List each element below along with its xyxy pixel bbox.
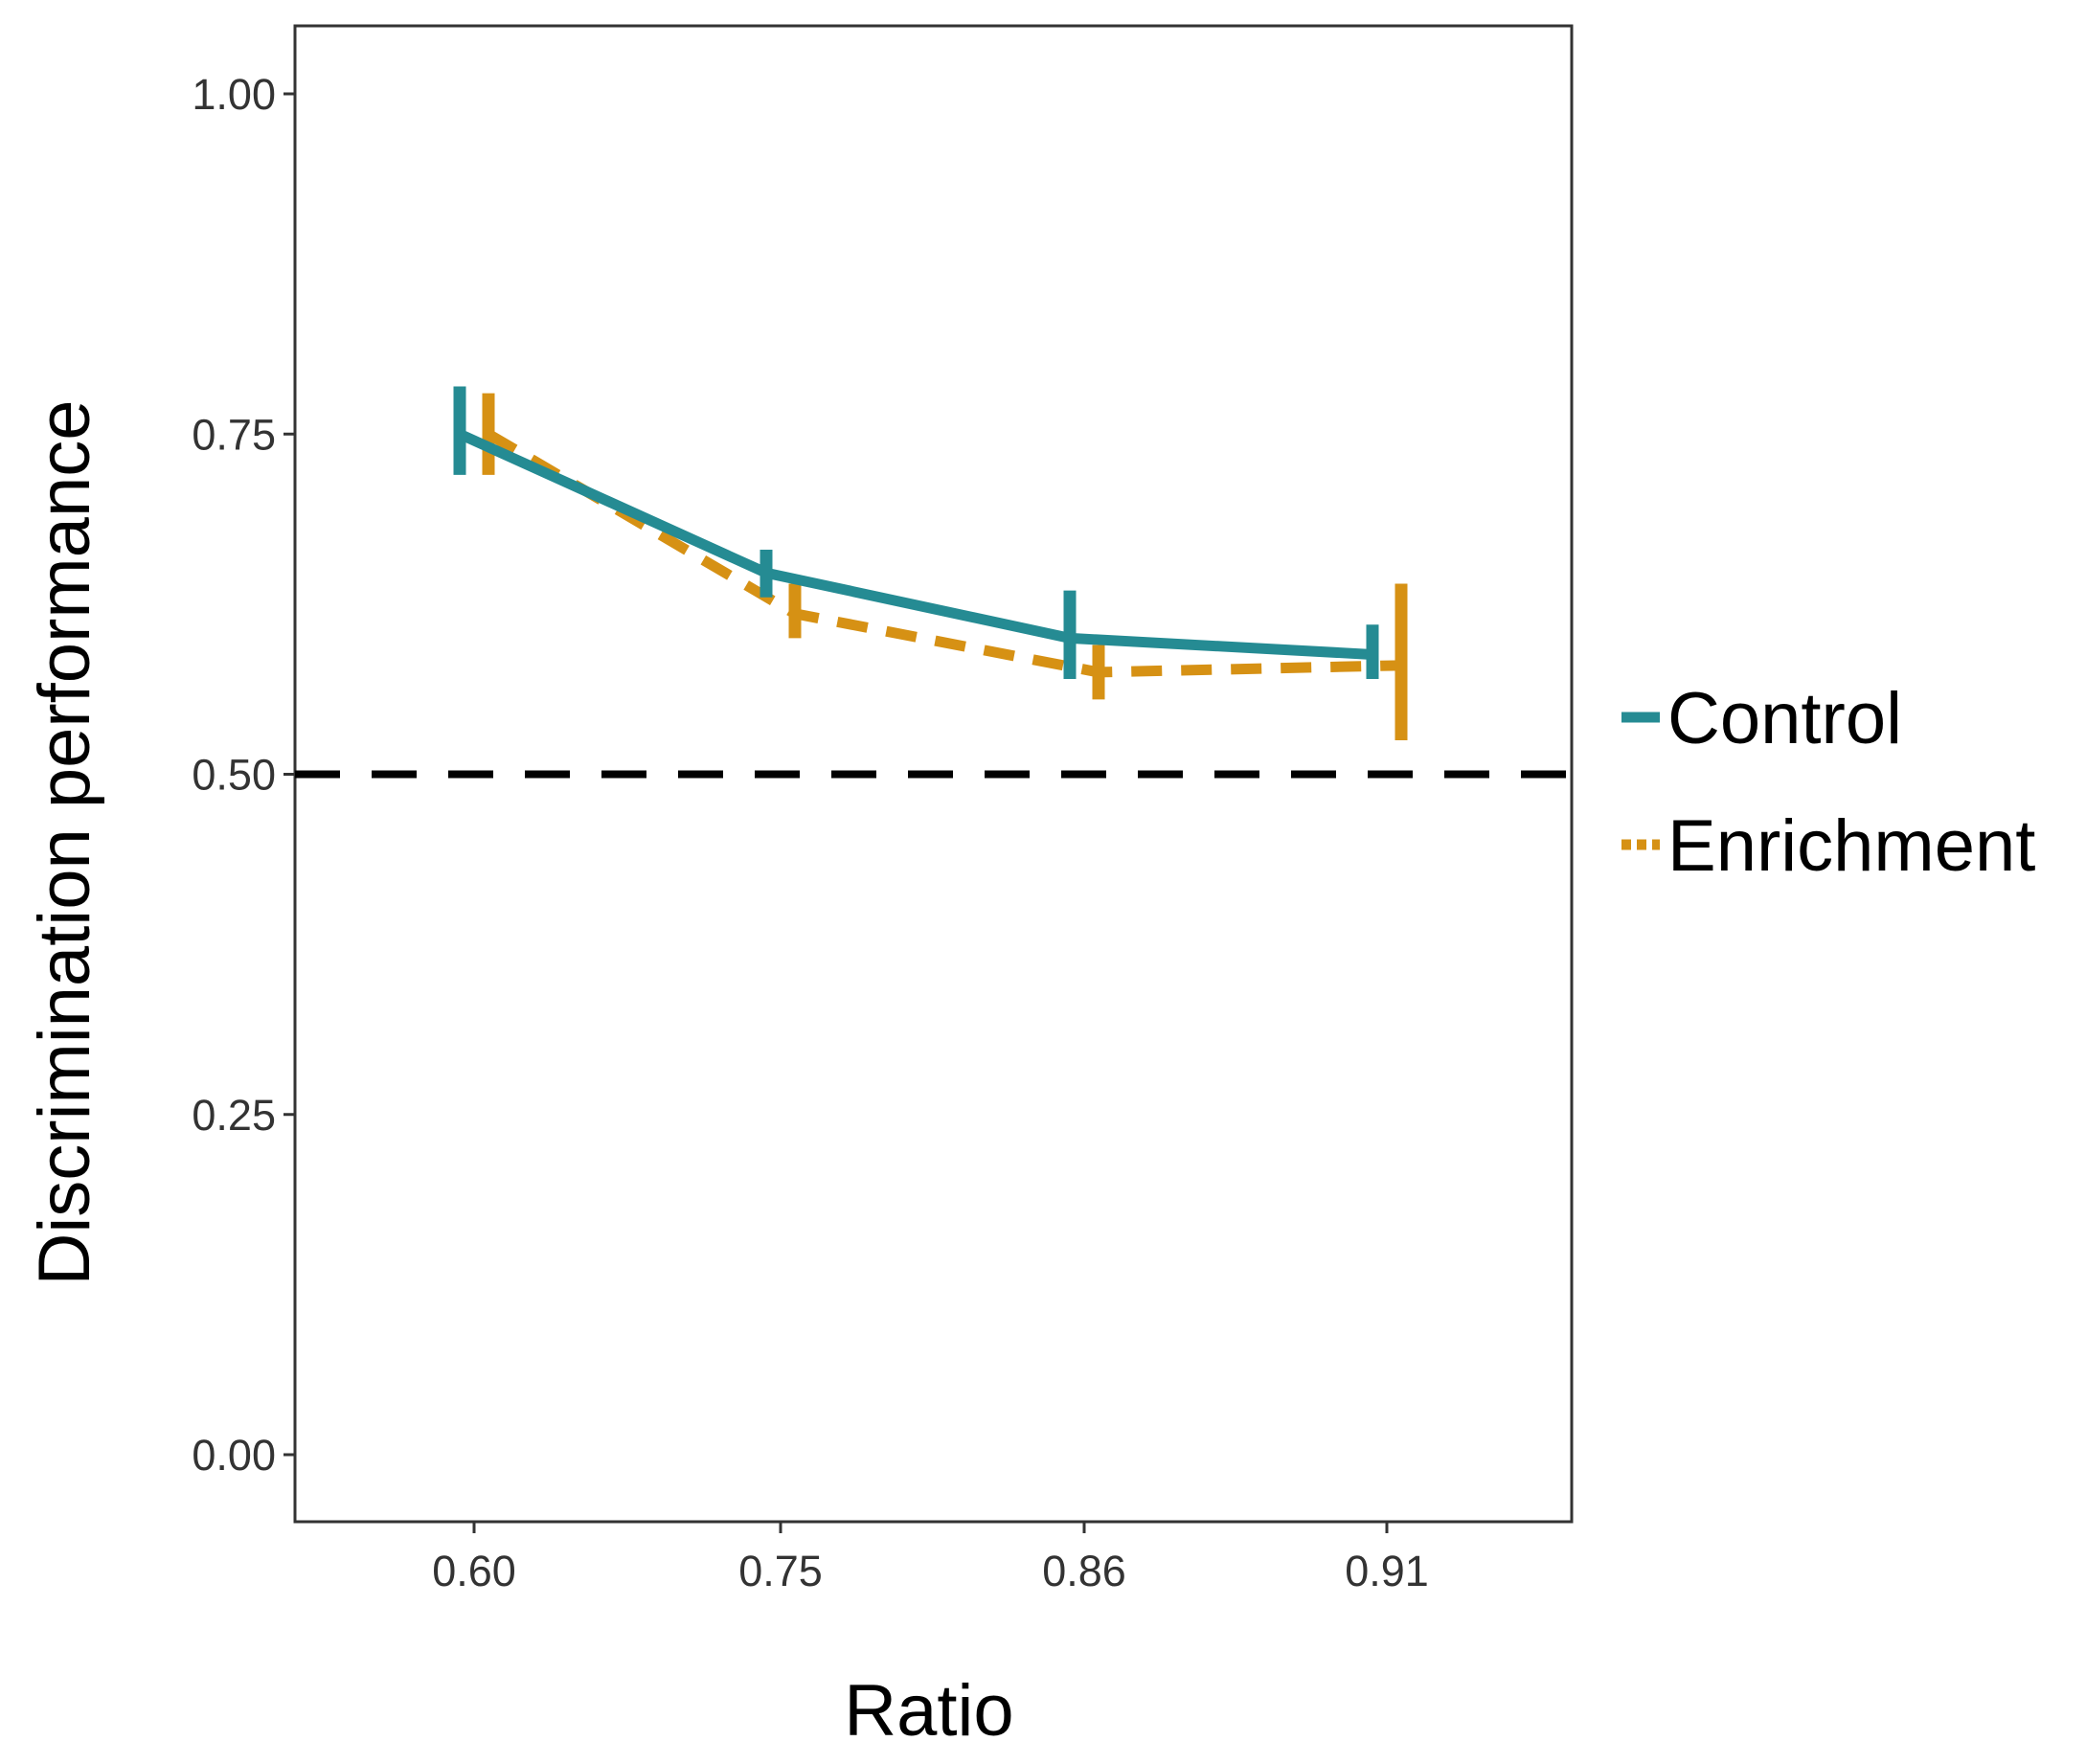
x-tick-label: 0.75 xyxy=(738,1547,823,1595)
x-axis-title: Ratio xyxy=(844,1670,1013,1752)
y-axis-title: Discrimination performance xyxy=(24,400,105,1286)
y-tick-label: 0.00 xyxy=(192,1431,276,1480)
y-tick-label: 1.00 xyxy=(192,70,276,119)
series-enrichment xyxy=(482,393,1408,740)
y-tick-label: 0.50 xyxy=(192,751,276,800)
x-tick-label: 0.60 xyxy=(432,1547,516,1595)
x-axis: 0.60 0.75 0.86 0.91 xyxy=(432,1522,1429,1595)
series-layer xyxy=(453,386,1408,740)
x-tick-label: 0.86 xyxy=(1042,1547,1126,1595)
y-axis: 0.00 0.25 0.50 0.75 1.00 xyxy=(192,70,295,1480)
y-tick-label: 0.25 xyxy=(192,1091,276,1140)
y-tick-label: 0.75 xyxy=(192,410,276,459)
legend-label-control: Control xyxy=(1667,678,1902,759)
series-line-control xyxy=(457,429,1373,660)
series-line-enrichment xyxy=(486,429,1402,678)
legend-label-enrichment: Enrichment xyxy=(1667,805,2035,887)
x-tick-label: 0.91 xyxy=(1345,1547,1429,1595)
series-control xyxy=(453,386,1379,680)
legend: Control Enrichment xyxy=(1621,678,2035,887)
